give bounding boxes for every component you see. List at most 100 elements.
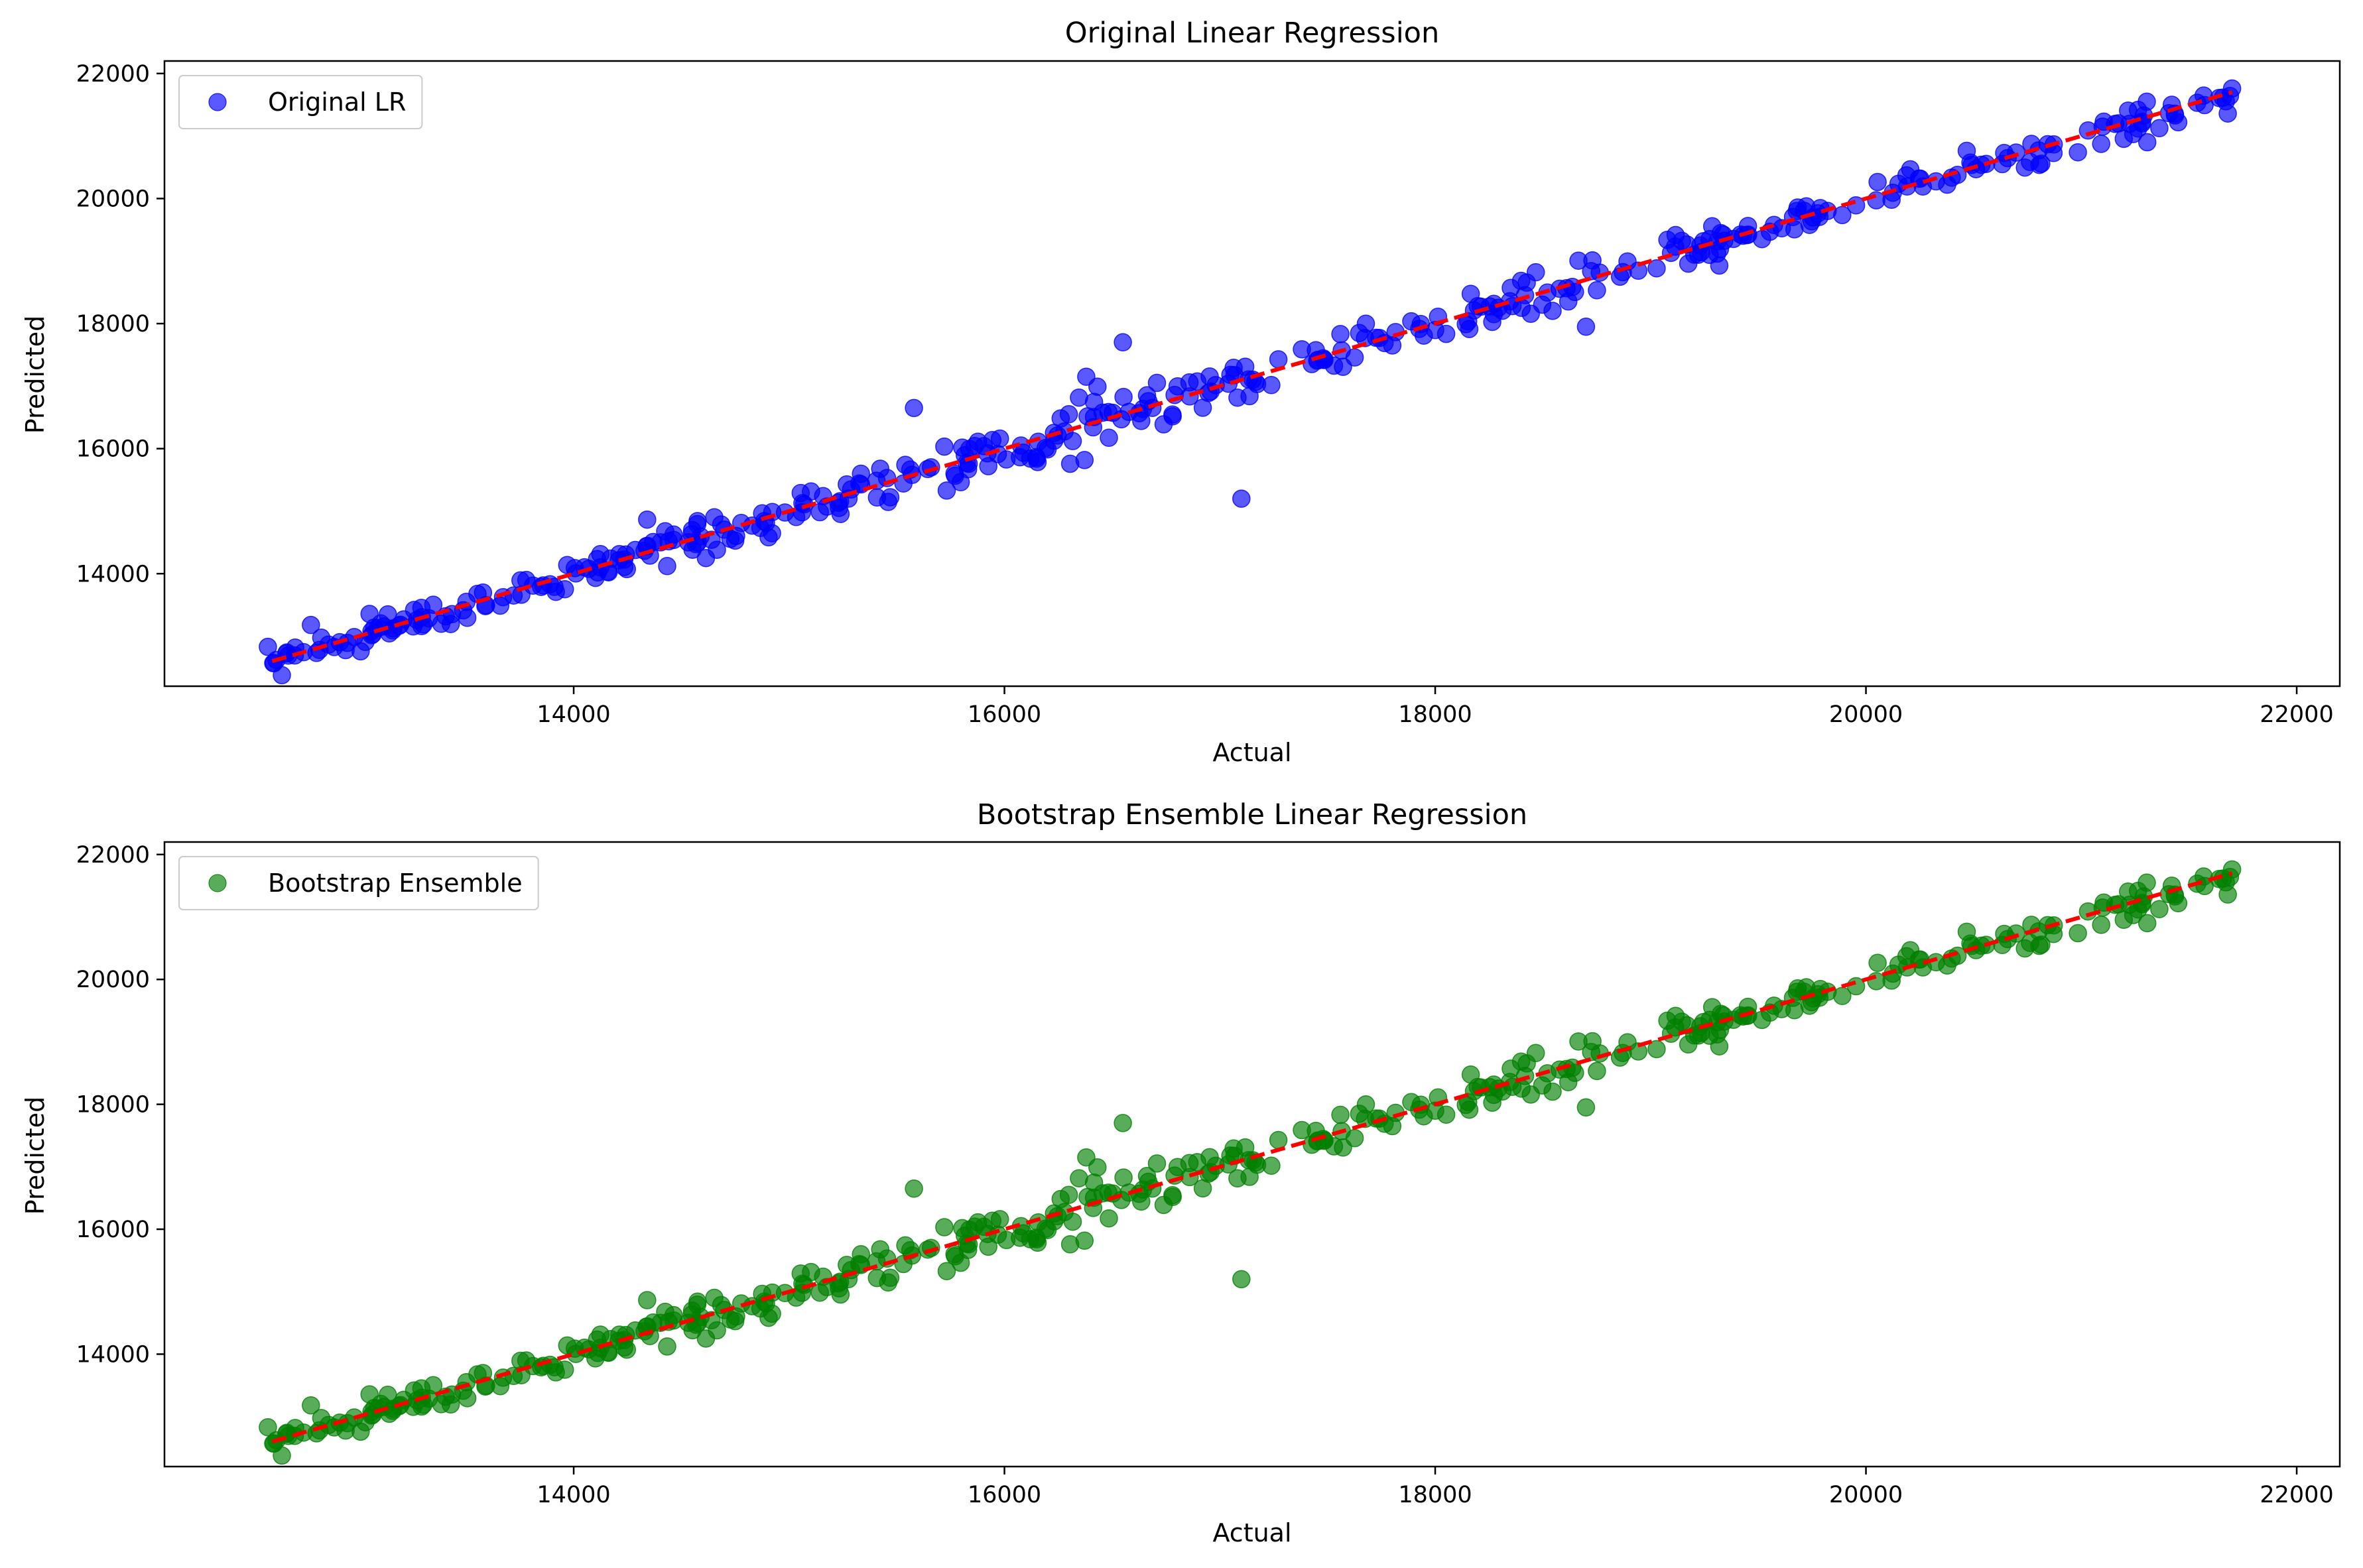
- scatter-point: [1075, 451, 1094, 469]
- chart-panel-bootstrap: Bootstrap Ensemble Linear Regression 140…: [21, 798, 2341, 1547]
- scatter-point: [2218, 885, 2237, 904]
- scatter-point: [852, 464, 870, 483]
- scatter-point: [1559, 1073, 1578, 1091]
- scatter-point: [566, 1345, 586, 1363]
- scatter-point: [2124, 906, 2143, 924]
- scatter-point: [441, 1395, 460, 1414]
- scatter-point: [1236, 1138, 1255, 1157]
- scatter-point: [424, 1376, 443, 1395]
- scatter-point: [658, 557, 676, 575]
- scatter-point: [1070, 1169, 1088, 1187]
- scatter-point: [1181, 387, 1199, 406]
- scatter-point: [1063, 432, 1082, 451]
- scatter-point: [1269, 1130, 1288, 1150]
- scatter-point: [1114, 333, 1132, 352]
- x-tick-label: 22000: [2260, 701, 2333, 728]
- scatter-point: [881, 1268, 900, 1288]
- scatter-point: [1501, 1059, 1520, 1078]
- scatter-point: [1236, 357, 1255, 376]
- x-tick-label: 20000: [1829, 701, 1903, 728]
- scatter-point: [810, 503, 829, 522]
- scatter-point: [1800, 215, 1819, 234]
- scatter-point: [1100, 1209, 1118, 1228]
- scatter-point: [979, 1237, 997, 1256]
- scatter-point: [2150, 119, 2169, 138]
- scatter-point: [1028, 1233, 1047, 1252]
- scatter-point: [2150, 900, 2169, 918]
- scatter-point: [1957, 922, 1976, 941]
- scatter-point: [2138, 92, 2156, 111]
- scatter-point: [2138, 133, 2157, 152]
- scatter-point: [968, 1213, 988, 1232]
- scatter-point: [2218, 104, 2237, 123]
- scatter-point: [1038, 1221, 1057, 1239]
- scatter-point: [1569, 251, 1588, 270]
- scatter-point: [1147, 1154, 1167, 1173]
- scatter-point: [1232, 1270, 1251, 1289]
- x-tick-label: 18000: [1398, 1482, 1472, 1508]
- scatter-point: [696, 1329, 716, 1348]
- scatter-point: [763, 524, 781, 542]
- scatter-point: [1383, 1116, 1402, 1136]
- scatter-point: [658, 1337, 676, 1356]
- y-tick-label: 20000: [76, 186, 150, 212]
- y-tick-label: 18000: [76, 311, 150, 337]
- legend-marker: [208, 874, 227, 892]
- y-tick-label: 14000: [76, 561, 150, 587]
- legend-label: Bootstrap Ensemble: [268, 869, 523, 898]
- x-axis-label: Actual: [1212, 1518, 1291, 1547]
- scatter-point: [1038, 440, 1057, 459]
- scatter-point: [259, 637, 277, 656]
- x-tick-label: 22000: [2260, 1482, 2333, 1508]
- scatter-point: [2220, 87, 2240, 105]
- scatter-point: [979, 457, 997, 475]
- scatter-point: [1501, 278, 1520, 297]
- scatter-point: [1100, 428, 1118, 448]
- scatter-point: [1647, 1040, 1666, 1059]
- scatter-point: [688, 514, 707, 534]
- scatter-point: [1710, 256, 1729, 275]
- legend: Bootstrap Ensemble: [178, 856, 539, 910]
- scatter-point: [1331, 325, 1350, 343]
- scatter-point: [1232, 489, 1251, 508]
- legend: Original LR: [178, 75, 423, 129]
- legend-marker: [208, 93, 227, 111]
- scatter-point: [1800, 996, 1819, 1015]
- x-tick-label: 18000: [1398, 701, 1472, 728]
- scatter-point: [1077, 1148, 1096, 1167]
- scatter-point: [2169, 113, 2188, 132]
- x-axis-label: Actual: [1212, 738, 1291, 767]
- scatter-point: [2169, 894, 2188, 913]
- chart-title: Original Linear Regression: [1065, 17, 1439, 50]
- scatter-point: [1334, 357, 1352, 377]
- x-axis: 14000 16000 18000 20000 22000: [537, 1467, 2334, 1508]
- scatter-point: [705, 1288, 724, 1307]
- scatter-point: [696, 548, 716, 568]
- y-tick-label: 20000: [76, 967, 150, 993]
- x-tick-label: 14000: [537, 701, 610, 728]
- y-tick-label: 14000: [76, 1341, 150, 1368]
- scatter-point: [302, 1396, 320, 1415]
- scatter-point: [1576, 1098, 1596, 1117]
- scatter-point: [1461, 284, 1480, 303]
- scatter-point: [1240, 387, 1259, 406]
- scatter-point: [1957, 141, 1976, 160]
- reference-line: [271, 90, 2233, 664]
- scatter-point: [405, 1381, 424, 1400]
- y-tick-label: 16000: [76, 1217, 150, 1243]
- scatter-point: [1137, 386, 1157, 405]
- y-axis-label: Predicted: [21, 316, 50, 434]
- scatter-point: [935, 1218, 954, 1236]
- scatter-point: [1350, 1105, 1369, 1123]
- scatter-point: [566, 564, 586, 583]
- plot-frame: [163, 60, 2341, 688]
- scatter-point: [1867, 972, 1885, 991]
- scatter-point: [935, 437, 954, 456]
- scatter-point: [1383, 336, 1402, 355]
- scatter-point: [881, 488, 900, 507]
- scatter-point: [458, 609, 477, 627]
- scatter-point: [763, 1304, 781, 1323]
- y-tick-label: 22000: [76, 842, 150, 869]
- scatter-point: [852, 1245, 870, 1264]
- scatter-point: [905, 1179, 923, 1198]
